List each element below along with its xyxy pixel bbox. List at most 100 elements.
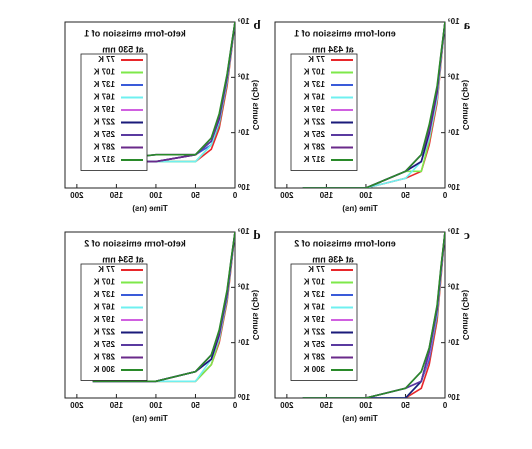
legend-label: 317 K xyxy=(93,155,115,164)
panel-letter: b xyxy=(253,17,260,32)
y-tick-label: 10¹ xyxy=(238,338,250,347)
legend-label: 77 K xyxy=(98,265,115,274)
panel-title: enol-form emission of 1 xyxy=(294,28,396,38)
y-tick-label: 10³ xyxy=(238,227,250,236)
panel-subtitle: at 436 nm xyxy=(312,254,354,264)
y-tick-label: 10¹ xyxy=(448,338,460,347)
y-tick-label: 10⁰ xyxy=(237,183,250,192)
mirrored-figure: 0 50 100 150 200 10⁰ 10¹ 10² 10³ Time (ns) Counts … xyxy=(64,17,470,423)
x-tick-label: 0 xyxy=(442,191,447,200)
legend-label: 257 K xyxy=(93,340,115,349)
panel-letter: a xyxy=(463,17,470,32)
legend-label: 257 K xyxy=(93,130,115,139)
x-tick-label: 150 xyxy=(319,401,333,410)
plot-area xyxy=(92,22,235,163)
legend-label: 167 K xyxy=(93,303,115,312)
legend-label: 197 K xyxy=(93,105,115,114)
x-tick-label: 50 xyxy=(400,401,409,410)
panel: 0 50 100 150 200 10⁰ 10¹ 10² 10³ Time (ns) Counts … xyxy=(274,227,470,423)
series-line xyxy=(92,232,235,383)
y-tick-label: 10² xyxy=(448,72,460,81)
y-tick-label: 10³ xyxy=(448,227,460,236)
legend-label: 167 K xyxy=(93,93,115,102)
legend-label: 300 K xyxy=(93,365,115,374)
y-tick-label: 10¹ xyxy=(448,128,460,137)
panel-title: keto-form emission of 2 xyxy=(84,238,186,248)
legend-label: 107 K xyxy=(93,68,115,77)
y-axis-label: Counts (Cps) xyxy=(461,80,470,131)
y-axis-label: Counts (Cps) xyxy=(251,290,260,341)
panel: 0 50 100 150 200 10⁰ 10¹ 10² 10³ Time (ns) Counts … xyxy=(274,17,470,213)
x-tick-label: 200 xyxy=(70,191,84,200)
x-tick-label: 50 xyxy=(190,401,199,410)
legend-label: 167 K xyxy=(303,93,325,102)
y-tick-label: 10² xyxy=(238,72,250,81)
x-tick-label: 200 xyxy=(280,191,294,200)
x-axis-label: Time (ns) xyxy=(132,204,168,213)
panel-letter: d xyxy=(253,227,261,242)
x-tick-label: 150 xyxy=(319,191,333,200)
legend-label: 107 K xyxy=(303,278,325,287)
legend-label: 317 K xyxy=(303,155,325,164)
x-axis-label: Time (ns) xyxy=(132,414,168,423)
legend-label: 287 K xyxy=(93,143,115,152)
x-tick-label: 50 xyxy=(400,191,409,200)
y-tick-label: 10³ xyxy=(448,17,460,26)
legend-label: 137 K xyxy=(303,290,325,299)
legend-label: 227 K xyxy=(303,118,325,127)
y-tick-label: 10⁰ xyxy=(237,393,250,402)
panel-subtitle: at 434 nm xyxy=(312,44,354,54)
legend-label: 167 K xyxy=(303,303,325,312)
x-tick-label: 100 xyxy=(359,191,373,200)
legend-label: 257 K xyxy=(303,130,325,139)
y-tick-label: 10² xyxy=(448,282,460,291)
plot-area xyxy=(302,232,445,398)
legend-label: 137 K xyxy=(93,290,115,299)
x-axis-label: Time (ns) xyxy=(342,414,378,423)
x-axis-label: Time (ns) xyxy=(342,204,378,213)
y-tick-label: 10² xyxy=(238,282,250,291)
y-tick-label: 10⁰ xyxy=(447,393,460,402)
legend-label: 287 K xyxy=(93,353,115,362)
y-axis-label: Counts (Cps) xyxy=(251,80,260,131)
legend-label: 227 K xyxy=(93,328,115,337)
panel-subtitle: at 530 nm xyxy=(102,44,144,54)
plot-area xyxy=(92,232,235,383)
legend-label: 257 K xyxy=(303,340,325,349)
x-tick-label: 150 xyxy=(109,401,123,410)
y-tick-label: 10¹ xyxy=(238,128,250,137)
legend-label: 137 K xyxy=(93,80,115,89)
x-tick-label: 50 xyxy=(190,191,199,200)
panel: 0 50 100 150 200 10⁰ 10¹ 10² 10³ Time (ns) Counts … xyxy=(64,227,261,423)
legend-label: 107 K xyxy=(303,68,325,77)
plot-area xyxy=(302,22,445,188)
panel-letter: c xyxy=(464,227,470,242)
legend-label: 197 K xyxy=(303,105,325,114)
y-tick-label: 10³ xyxy=(238,17,250,26)
legend-label: 77 K xyxy=(308,55,325,64)
x-tick-label: 100 xyxy=(359,401,373,410)
x-tick-label: 100 xyxy=(149,401,163,410)
x-tick-label: 0 xyxy=(232,401,237,410)
x-tick-label: 200 xyxy=(70,401,84,410)
series-line xyxy=(302,232,445,398)
panel-title: keto-form emission of 1 xyxy=(84,28,186,38)
legend-label: 227 K xyxy=(303,328,325,337)
legend-label: 300 K xyxy=(303,365,325,374)
y-tick-label: 10⁰ xyxy=(447,183,460,192)
legend-label: 137 K xyxy=(303,80,325,89)
legend-label: 287 K xyxy=(303,353,325,362)
legend-label: 107 K xyxy=(93,278,115,287)
legend-label: 287 K xyxy=(303,143,325,152)
panel: 0 50 100 150 200 10⁰ 10¹ 10² 10³ Time (ns) Counts … xyxy=(64,17,261,213)
series-line xyxy=(92,22,235,163)
legend-label: 197 K xyxy=(303,315,325,324)
legend-label: 77 K xyxy=(98,55,115,64)
x-tick-label: 100 xyxy=(149,191,163,200)
x-tick-label: 0 xyxy=(232,191,237,200)
y-axis-label: Counts (Cps) xyxy=(461,290,470,341)
x-tick-label: 150 xyxy=(109,191,123,200)
legend-label: 77 K xyxy=(308,265,325,274)
panel-subtitle: at 534 nm xyxy=(102,254,144,264)
